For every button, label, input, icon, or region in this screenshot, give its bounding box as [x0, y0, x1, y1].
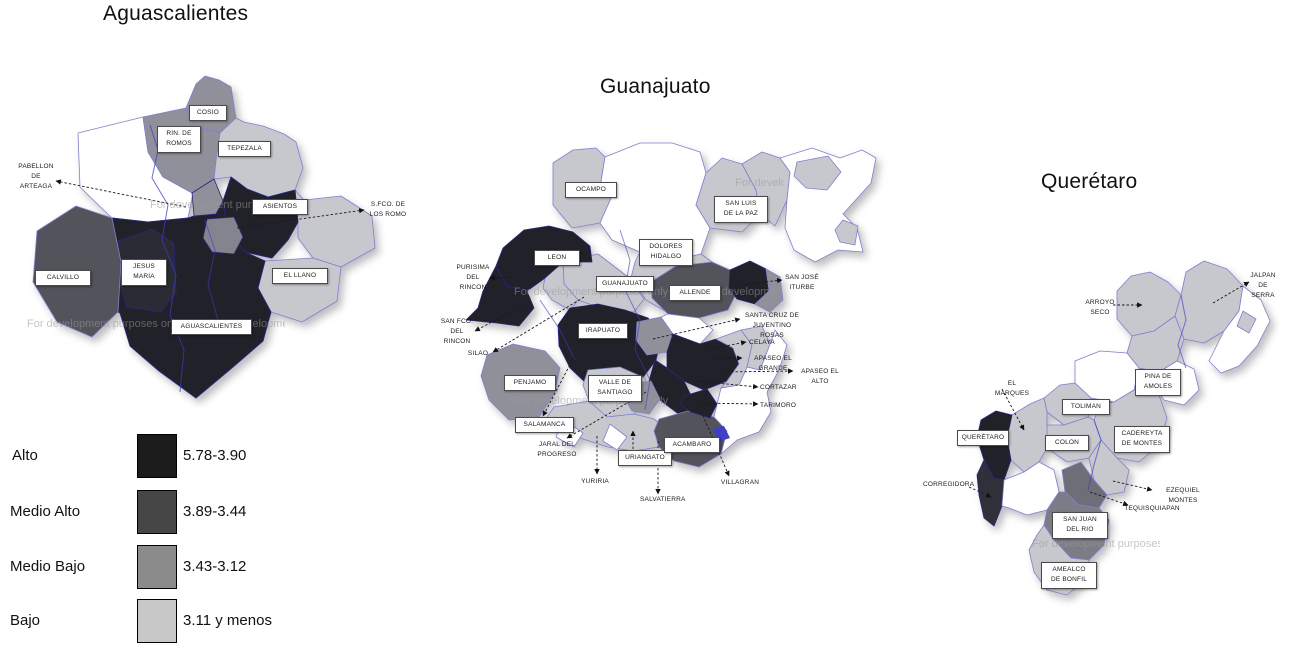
region-east-white: [713, 329, 788, 455]
legend-row-medio-alto: Medio Alto 3.89-3.44: [0, 489, 300, 535]
map-label-irapuato: IRAPUATO: [578, 323, 628, 340]
map-label-san-juan-del-rio: SAN JUAN DEL RIO: [1052, 512, 1108, 539]
river: [1087, 419, 1102, 491]
map-label-allende: ALLENDE: [669, 285, 721, 302]
legend-row-medio-bajo: Medio Bajo 3.43-3.12: [0, 544, 300, 590]
map-label-cadereyta-de-montes: CADEREYTA DE MONTES: [1114, 426, 1170, 453]
map-label-cortazar: CORTAZAR: [760, 384, 797, 391]
map-label-salamanca: SALAMANCA: [515, 417, 574, 434]
legend-label: Medio Bajo: [10, 558, 86, 575]
region-tarimoro: [679, 388, 718, 419]
region-rincon-dark: [465, 265, 535, 327]
region-apaseo-el-alto: [740, 325, 771, 371]
map-label-rincon-de-romos: RIN. DE ROMOS: [157, 126, 201, 153]
legend-swatch-alto: [137, 434, 177, 478]
region-tepezala: [213, 117, 304, 198]
map-label-penjamo: PENJAMO: [504, 375, 556, 392]
queretaro-map: [968, 260, 1271, 596]
map-label-calvillo: CALVILLO: [35, 270, 91, 287]
map-label-pabellon-de-arteaga: PABELLON DE ARTEAGA: [18, 163, 54, 190]
region-victoria: [793, 155, 842, 191]
region-landa: [1208, 285, 1271, 374]
map-label-corregidora: CORREGIDORA: [923, 481, 975, 488]
map-label-leon: LEON: [534, 250, 580, 267]
river: [619, 229, 651, 411]
region-atarjea: [834, 219, 859, 246]
label-arrows: [968, 281, 1250, 506]
map-label-jesus-maria: JESUS MARIA: [121, 259, 167, 286]
river: [204, 219, 219, 321]
title-queretaro: Querétaro: [1041, 170, 1138, 193]
river: [539, 299, 576, 361]
title-guanajuato: Guanajuato: [600, 75, 711, 98]
map-label-tequisquiapan: TEQUISQUIAPAN: [1124, 505, 1180, 512]
map-label-el-marques: EL MARQUES: [994, 380, 1030, 397]
map-label-san-francisco-de-los-romo: S.FCO. DE LOS ROMO: [369, 201, 407, 218]
map-label-jaral-del-progreso: JARAL DEL PROGRESO: [537, 441, 577, 458]
map-label-aguascalientes: AGUASCALIENTES: [171, 319, 252, 336]
map-label-cosio: COSIO: [189, 105, 227, 122]
map-label-toliman: TOLIMAN: [1062, 399, 1110, 416]
region-south-white-2: [602, 423, 628, 451]
legend-swatch-bajo: [137, 599, 177, 643]
map-label-arroyo-seco: ARROYO SECO: [1085, 299, 1115, 316]
region-east-of-iturbide: [754, 268, 784, 313]
map-label-santa-cruz-juventino-rosas: SANTA CRUZ DE JUVENTINO ROSAS: [744, 312, 800, 339]
legend-swatch-medio-bajo: [137, 545, 177, 589]
legend-range: 3.43-3.12: [183, 558, 247, 575]
map-label-silao: SILAO: [467, 350, 489, 357]
map-label-ocampo: OCAMPO: [565, 182, 617, 199]
map-label-san-luis-de-la-paz: SAN LUIS DE LA PAZ: [714, 196, 768, 223]
legend-swatch-medio-alto: [137, 490, 177, 534]
map-label-pina-de-amoles: PINA DE AMOLES: [1135, 369, 1181, 396]
map-label-apaseo-el-alto: APASEO EL ALTO: [801, 368, 839, 385]
legend-row-alto: Alto 5.78-3.90: [0, 433, 300, 480]
map-label-purisima-del-rincon: PURISIMA DEL RINCON: [456, 264, 490, 291]
label-arrows: [55, 179, 365, 229]
legend-range: 3.11 y menos: [183, 612, 272, 629]
region-pabellon-de-arteaga: [191, 178, 224, 217]
map-label-tarimoro: TARIMORO: [760, 402, 797, 409]
region-ne-patch: [1236, 310, 1257, 334]
map-label-ezequiel-montes: EZEQUIEL MONTES: [1166, 487, 1200, 504]
map-label-san-fco-del-rincon: SAN FCO. DEL RINCON: [440, 318, 474, 345]
map-label-queretaro: QUERÉTARO: [957, 430, 1009, 447]
legend-label: Medio Alto: [10, 503, 81, 520]
legend-label: Alto: [12, 447, 38, 464]
legend-row-bajo: Bajo 3.11 y menos: [0, 598, 300, 644]
map-label-villagran: VILLAGRAN: [720, 479, 760, 486]
map-label-valle-de-santiago: VALLE DE SANTIAGO: [588, 375, 642, 402]
legend-label: Bajo: [10, 612, 41, 629]
map-label-uriangato: URIANGATO: [618, 450, 672, 467]
map-label-salvatierra: SALVATIERRA: [640, 496, 686, 503]
title-aguascalientes: Aguascalientes: [103, 2, 249, 25]
guanajuato-map: [465, 142, 877, 495]
map-label-el-llano: EL LLANO: [272, 268, 328, 285]
map-label-colon: COLON: [1045, 435, 1089, 452]
map-label-celaya: CELAYA: [749, 339, 775, 346]
map-label-dolores-hidalgo: DOLORES HIDALGO: [639, 239, 693, 266]
map-label-yuriria: YURIRIA: [581, 478, 609, 485]
legend-range: 5.78-3.90: [183, 447, 247, 464]
map-label-amealco-de-bonfil: AMEALCO DE BONFIL: [1041, 562, 1097, 589]
map-label-tepezala: TEPEZALA: [218, 141, 271, 158]
map-label-san-jose-iturbe: SAN JOSÉ ITURBE: [785, 274, 819, 291]
river: [1177, 294, 1187, 369]
map-label-asientos: ASIENTOS: [252, 199, 308, 216]
map-label-jalpan-de-serra: JALPAN DE SERRA: [1250, 272, 1276, 299]
river: [149, 124, 185, 393]
map-label-acambaro: ACAMBARO: [664, 437, 720, 454]
map-label-apaseo-el-grande: APASEO EL GRANDE: [754, 355, 792, 372]
region-asientos-east: [294, 189, 376, 268]
legend-range: 3.89-3.44: [183, 503, 247, 520]
map-label-guanajuato: GUANAJUATO: [596, 276, 654, 293]
